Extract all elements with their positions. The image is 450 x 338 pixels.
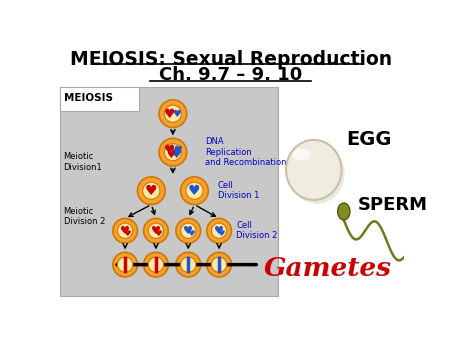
Circle shape	[212, 257, 227, 272]
Text: MEIOSIS: Sexual Reproduction: MEIOSIS: Sexual Reproduction	[70, 50, 392, 69]
Text: ♥: ♥	[154, 229, 162, 238]
Circle shape	[159, 100, 187, 127]
Text: ♥: ♥	[163, 108, 175, 121]
Text: ♥: ♥	[183, 226, 194, 236]
Text: ♥: ♥	[145, 184, 158, 198]
Text: ♥: ♥	[187, 229, 194, 238]
Text: Cell
Division 2: Cell Division 2	[236, 221, 277, 240]
Text: ♥: ♥	[151, 226, 161, 236]
Text: ♥: ♥	[214, 226, 224, 236]
Text: ♥: ♥	[171, 148, 182, 161]
Text: ♥: ♥	[188, 184, 201, 198]
Ellipse shape	[286, 140, 342, 200]
Text: MEIOSIS: MEIOSIS	[63, 93, 112, 103]
Text: ♥: ♥	[164, 144, 176, 157]
Circle shape	[143, 182, 160, 199]
Circle shape	[113, 252, 137, 277]
Text: Cell
Division 1: Cell Division 1	[217, 181, 259, 200]
Circle shape	[144, 218, 168, 243]
Text: Meiotic
Division 2: Meiotic Division 2	[63, 207, 105, 226]
Circle shape	[180, 257, 196, 272]
Circle shape	[137, 177, 165, 204]
Circle shape	[176, 252, 201, 277]
Circle shape	[176, 218, 201, 243]
Circle shape	[164, 105, 181, 122]
Circle shape	[117, 223, 133, 238]
Text: SPERM: SPERM	[358, 196, 427, 214]
Text: ♥: ♥	[166, 150, 175, 160]
Text: ♥: ♥	[124, 229, 131, 238]
Circle shape	[117, 257, 133, 272]
Text: DNA
Replication
and Recombination: DNA Replication and Recombination	[205, 137, 287, 167]
Circle shape	[212, 223, 227, 238]
Ellipse shape	[289, 144, 345, 204]
Ellipse shape	[338, 203, 350, 220]
Text: EGG: EGG	[346, 129, 392, 149]
Circle shape	[180, 223, 196, 238]
Circle shape	[186, 182, 203, 199]
Circle shape	[159, 138, 187, 166]
Circle shape	[180, 177, 208, 204]
Circle shape	[113, 218, 137, 243]
Text: ♥: ♥	[173, 145, 182, 155]
Text: ♥: ♥	[218, 229, 225, 238]
Text: ♥: ♥	[172, 110, 181, 119]
Text: Ch. 9.7 – 9. 10: Ch. 9.7 – 9. 10	[159, 66, 302, 84]
Circle shape	[207, 252, 231, 277]
Circle shape	[207, 218, 231, 243]
Bar	[60, 87, 279, 296]
Text: ♥: ♥	[120, 226, 130, 236]
Text: Gametes: Gametes	[264, 256, 392, 281]
Bar	[60, 87, 139, 112]
Circle shape	[148, 257, 163, 272]
Ellipse shape	[292, 148, 310, 161]
Text: Meiotic
Division1: Meiotic Division1	[63, 152, 102, 172]
Circle shape	[164, 144, 181, 161]
Circle shape	[148, 223, 163, 238]
Circle shape	[144, 252, 168, 277]
